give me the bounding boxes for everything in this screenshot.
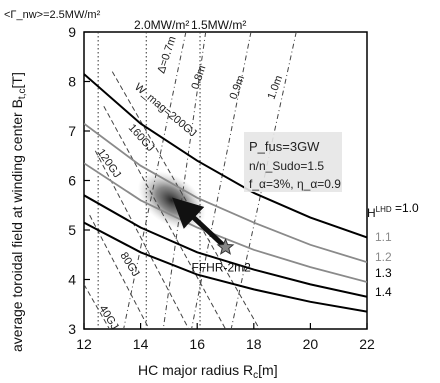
blanket-space-label: 1.0m [266, 74, 286, 101]
hlhd-curve [84, 221, 367, 313]
hlhd-label: =1.0 [395, 201, 419, 215]
stored-energy-label: 160GJ [126, 122, 157, 154]
x-axis-title: HC major radius Rc[m] [138, 362, 278, 381]
x-tick-label: 18 [246, 336, 262, 352]
hlhd-curve [84, 122, 367, 264]
hlhd-label: 1.1 [375, 230, 392, 244]
stored-energy-line [111, 71, 260, 329]
y-tick-label: 7 [68, 123, 76, 139]
design-point-label: FFHR-2m2 [192, 260, 252, 274]
x-tick-label: 14 [133, 336, 149, 352]
params-box: P_fus=3GW n/n_Sudo=1.5 f_α=3%, η_α=0.9 [244, 132, 342, 192]
x-tick-label: 12 [76, 336, 92, 352]
blanket-space-line [162, 32, 207, 329]
design-point-star [216, 237, 235, 255]
y-tick-label: 3 [68, 321, 76, 337]
hlhd-curve [84, 194, 367, 298]
stored-energy-line [84, 284, 110, 329]
blanket-space-line [123, 32, 187, 329]
hlhd-title: HLHD [367, 205, 392, 220]
x-axis-label-sub: c [253, 370, 258, 381]
wall-load-label-2-0: 2.0MW/m² [134, 18, 189, 32]
hlhd-label: 1.2 [375, 250, 392, 264]
params-fusion-power: P_fus=3GW [249, 139, 320, 154]
top-wall-load-labels: <Γ_nw>=2.5MW/m² 2.0MW/m² 1.5MW/m² [4, 9, 246, 32]
x-axis-unit: [m] [258, 362, 277, 378]
hlhd-title-sup: LHD [376, 205, 392, 214]
blanket-space-label: 0.9m [228, 74, 248, 101]
params-density: n/n_Sudo=1.5 [249, 159, 324, 173]
svg-text:HC major radius Rc[m]: HC major radius Rc[m] [138, 362, 278, 381]
svg-text:HLHD: HLHD [367, 205, 392, 220]
y-tick-label: 9 [68, 24, 76, 40]
hlhd-label: 1.4 [375, 285, 392, 299]
y-axis-label-sub: t,c [17, 89, 28, 100]
wall-load-label-2-5: <Γ_nw>=2.5MW/m² [4, 9, 101, 21]
design-arrow [172, 197, 228, 250]
y-axis-title: average toroidal field at winding center… [9, 72, 28, 352]
y-tick-label: 5 [68, 222, 76, 238]
x-axis-label: HC major radius R [138, 362, 253, 378]
stored-energy-label: 40GJ [96, 303, 120, 332]
stored-energy-line [89, 214, 150, 329]
hlhd-title-h: H [367, 206, 376, 220]
svg-text:average toroidal field at wind: average toroidal field at winding center… [9, 72, 28, 352]
y-tick-label: 6 [68, 173, 76, 189]
stored-energy-label: 120GJ [95, 147, 123, 180]
stored-energy-line [103, 106, 226, 329]
wall-load-label-1-5: 1.5MW/m² [191, 18, 246, 32]
y-tick-label: 8 [68, 74, 76, 90]
hlhd-label: 1.3 [375, 266, 392, 280]
blanket-space-line [191, 32, 252, 329]
y-axis-unit: [T] [9, 72, 25, 88]
params-alpha: f_α=3%, η_α=0.9 [249, 177, 341, 191]
blanket-space-label: Δ=0.7m [155, 35, 178, 75]
x-tick-label: 22 [359, 336, 375, 352]
y-tick-label: 4 [68, 272, 76, 288]
y-axis-label: average toroidal field at winding center… [9, 99, 25, 352]
hlhd-curve [84, 73, 367, 239]
params-box-bg [244, 132, 342, 192]
blanket-space-label: 0.8m [189, 64, 208, 91]
x-tick-label: 20 [303, 336, 319, 352]
x-tick-label: 16 [189, 336, 205, 352]
